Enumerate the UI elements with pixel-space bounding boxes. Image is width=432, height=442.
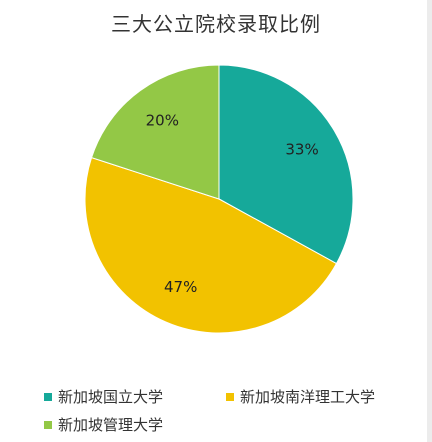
slice-ntu <box>84 156 338 334</box>
slice-label-nus: 33% <box>285 140 318 158</box>
chart-title: 三大公立院校录取比例 <box>111 12 321 36</box>
slice-nus <box>218 64 354 265</box>
slice-smu <box>90 64 220 200</box>
slice-label-ntu: 47% <box>164 278 197 296</box>
slice-label-smu: 20% <box>146 111 179 129</box>
image-edge <box>427 0 432 442</box>
